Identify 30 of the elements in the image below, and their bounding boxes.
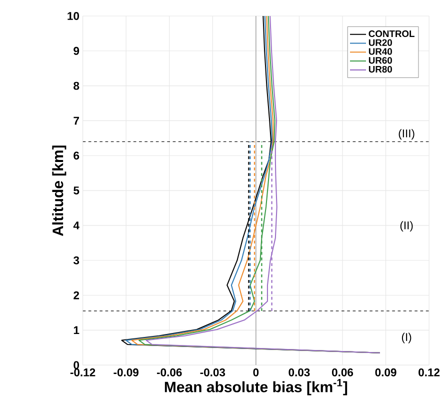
x-tick-label: 0.03 [288,368,310,377]
x-tick-label: -0.06 [156,368,182,377]
annotation: (I) [402,332,412,344]
y-tick-label: 3 [73,256,80,265]
y-axis-title: Altitude [km] [52,146,66,236]
legend-label: UR60 [368,57,392,64]
y-tick-label: 6 [74,152,80,160]
legend-label: CONTROL [368,30,414,38]
y-tick-label: 5 [74,186,80,195]
legend-label: UR40 [368,48,392,55]
x-axis-title: Mean absolute bias [km$^{-1}$] [164,379,348,396]
y-tick-label: 8 [74,82,80,90]
x-tick-label: 0.06 [332,368,354,377]
x-tick-label: -0.09 [114,368,138,377]
x-tick-label: 0.12 [418,368,440,377]
annotation: (III) [398,129,414,140]
y-tick-label: 7 [74,117,79,125]
y-tick-label: 1 [74,326,80,334]
x-tick-label: 0.09 [375,368,396,377]
y-tick-label: 0 [74,361,80,370]
y-tick-label: 2 [74,292,80,300]
y-tick-label: 4 [73,222,80,230]
x-tick-label: 0 [253,368,259,377]
legend-label: UR80 [368,66,392,73]
annotation: (II) [400,221,413,232]
y-tick-label: 9 [74,47,80,56]
x-tick-label: -0.03 [200,368,226,377]
y-tick-label: 10 [68,12,80,20]
legend-label: UR20 [368,39,392,46]
x-tick-label: -0.12 [70,368,96,377]
